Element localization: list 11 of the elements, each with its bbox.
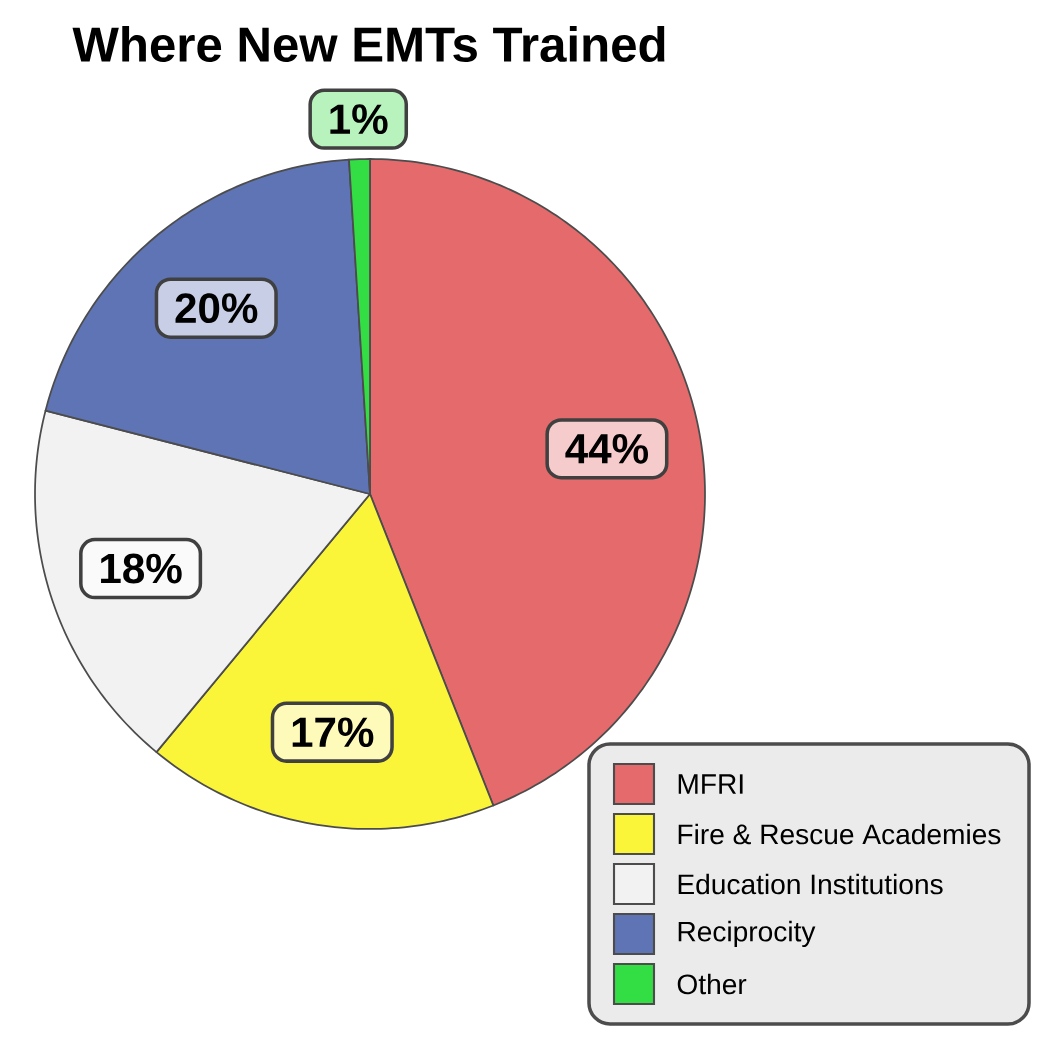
data-label: 20% [175, 293, 258, 324]
data-label: 18% [101, 553, 182, 584]
data-label: 17% [292, 717, 374, 748]
data-label: 1% [330, 104, 388, 135]
legend-label: Fire & Rescue Academies [678, 823, 1001, 845]
chart-title: Where New EMTs Trained [72, 25, 665, 63]
legend-label: Reciprocity [678, 920, 816, 948]
legend-label: Education Institutions [678, 873, 943, 895]
data-label: 44% [565, 433, 648, 464]
legend-label: Other [677, 973, 747, 995]
legend-label: MFRI [678, 774, 743, 794]
